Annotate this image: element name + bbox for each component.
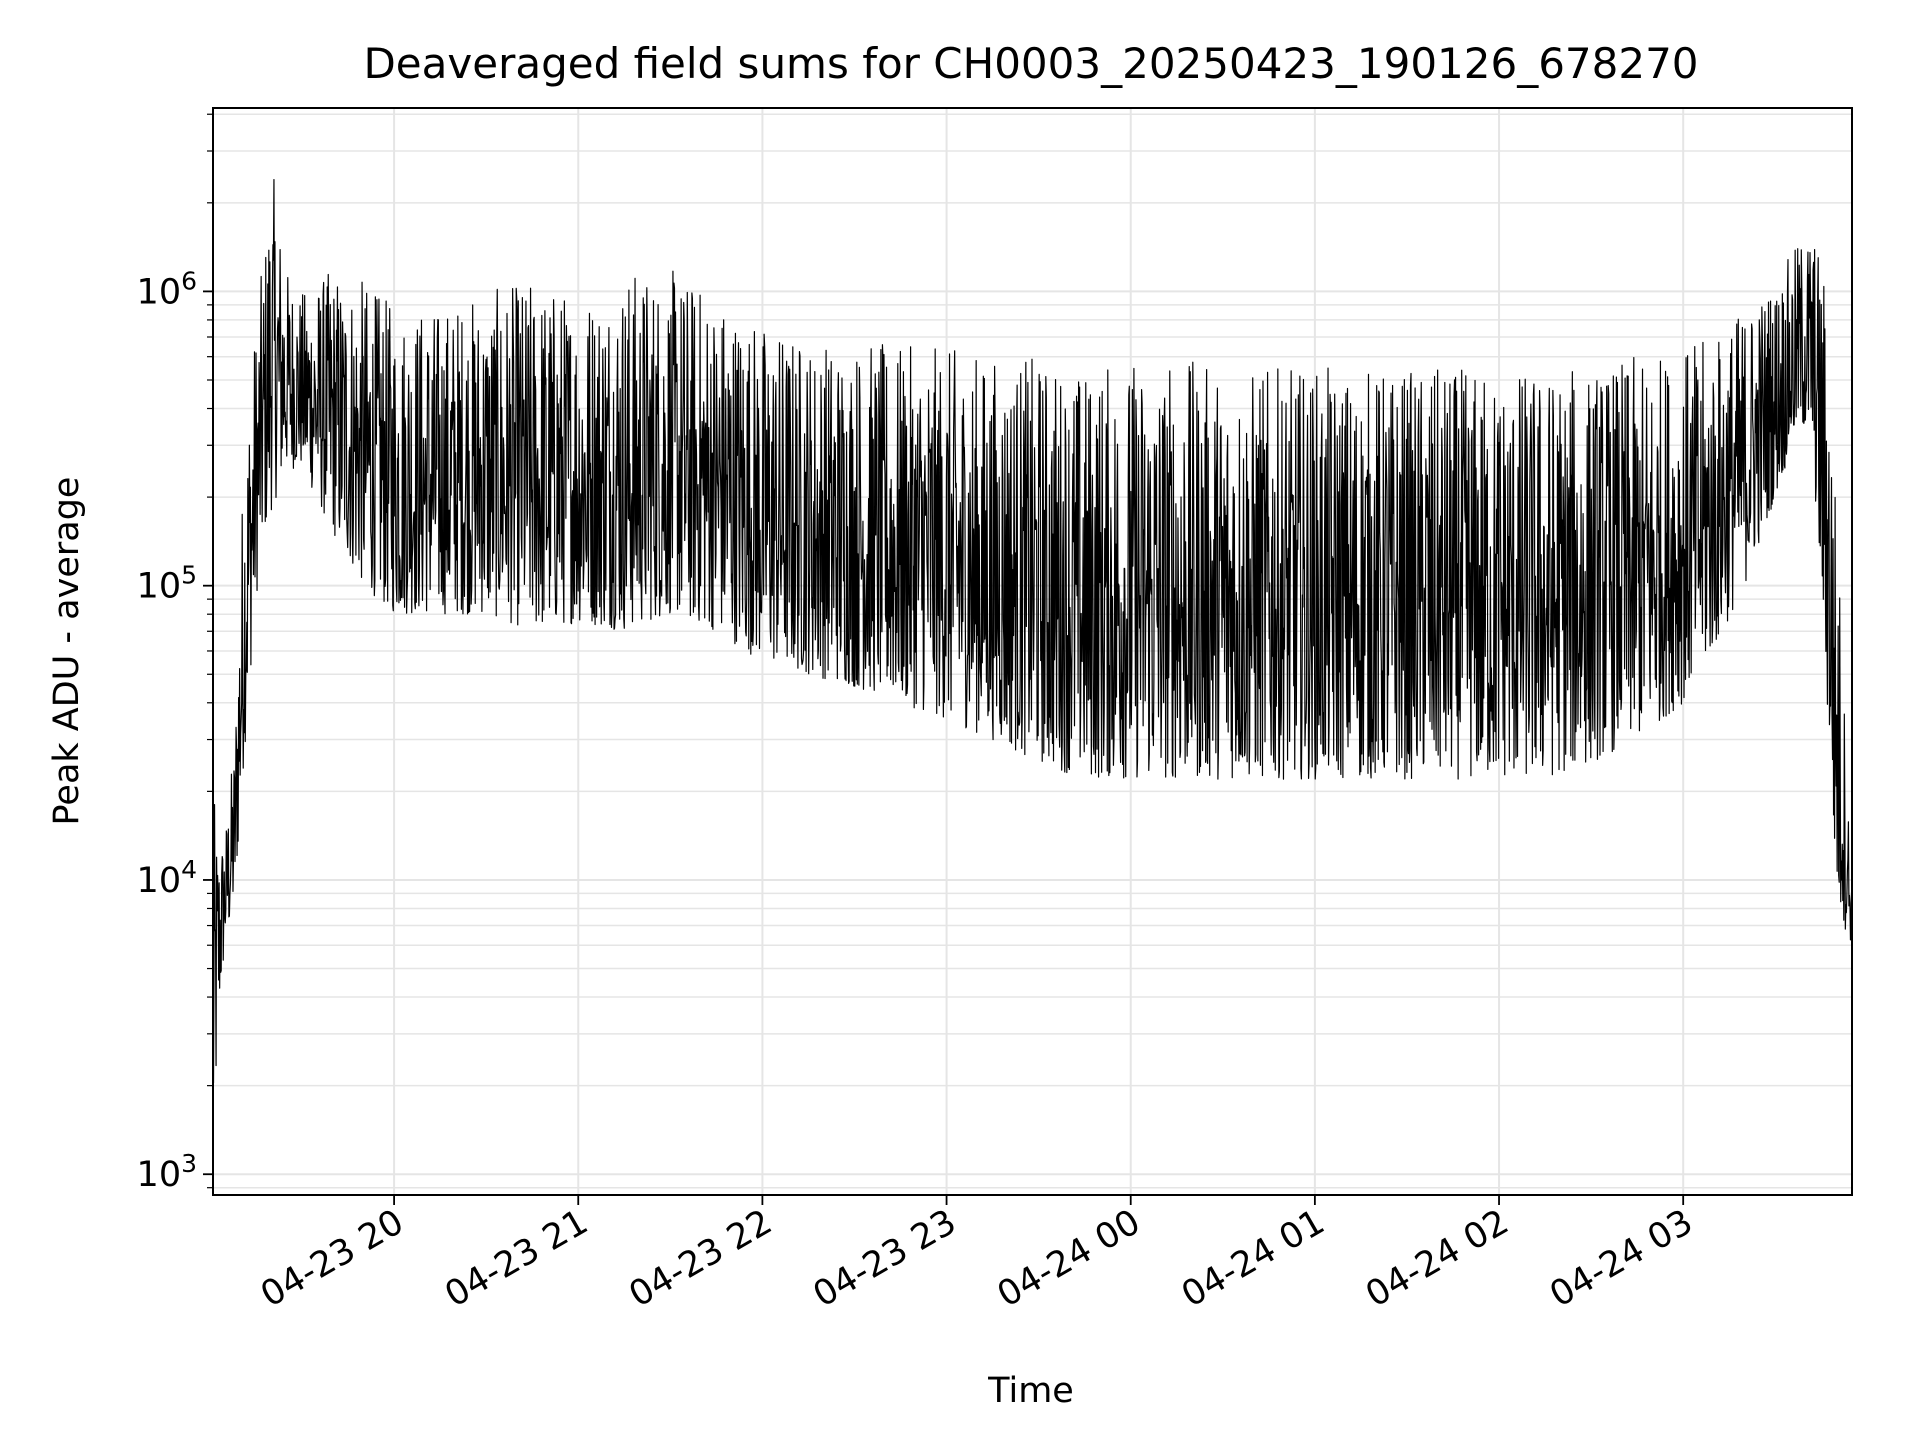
series-line bbox=[212, 178, 1853, 1084]
chart-title: Deaveraged field sums for CH0003_2025042… bbox=[363, 39, 1698, 88]
y-tick-label: 105 bbox=[137, 561, 197, 607]
y-tick-label: 106 bbox=[137, 266, 197, 312]
y-axis-label: Peak ADU - average bbox=[47, 477, 87, 826]
x-axis-label: Time bbox=[987, 1371, 1074, 1411]
y-tick-label: 103 bbox=[137, 1149, 197, 1195]
series-trace bbox=[212, 178, 1853, 1084]
y-tick-label: 104 bbox=[137, 855, 197, 901]
